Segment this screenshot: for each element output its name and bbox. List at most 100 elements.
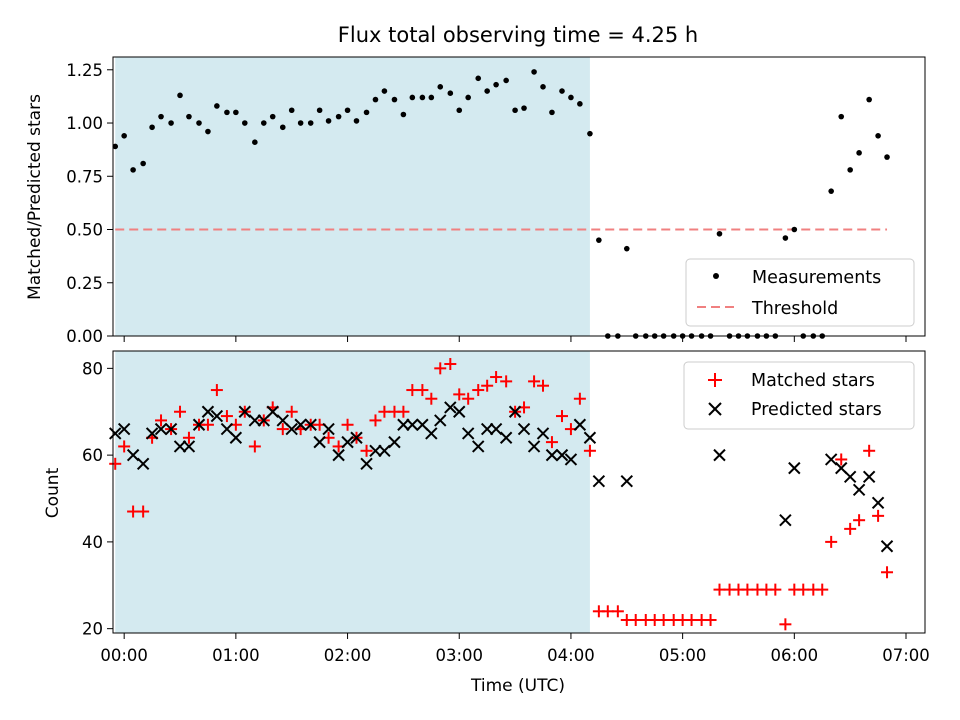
matched-star-point — [369, 414, 382, 427]
predicted-star-point — [304, 418, 317, 431]
predicted-star-point — [313, 435, 326, 449]
measurement-point — [577, 101, 583, 107]
measurement-point — [559, 88, 565, 94]
measurement-point — [168, 120, 174, 126]
measurement-point — [177, 92, 183, 99]
measurement-point — [241, 120, 248, 126]
x-axis-label: Time (UTC) — [470, 676, 565, 696]
matched-star-point — [685, 613, 698, 626]
matched-star-point — [434, 362, 447, 375]
legend-measurements-marker — [713, 273, 719, 279]
predicted-star-point — [871, 496, 885, 510]
matched-star-point — [425, 392, 438, 405]
measurement-point — [400, 111, 407, 118]
x-tick-label: 05:00 — [659, 646, 707, 665]
measurement-point — [158, 113, 164, 120]
measurement-point — [540, 84, 546, 90]
y-tick-label: 20 — [82, 620, 103, 639]
measurement-point — [568, 94, 574, 101]
measurement-point — [884, 154, 890, 160]
predicted-star-point — [285, 422, 298, 436]
measurement-point — [316, 107, 323, 114]
predicted-star-point — [182, 440, 196, 453]
predicted-star-point — [620, 474, 633, 488]
measurement-point — [252, 139, 258, 145]
measurement-point — [363, 109, 370, 116]
y-tick-label: 1.25 — [66, 61, 103, 80]
predicted-star-point — [545, 448, 559, 462]
predicted-star-point — [583, 431, 597, 444]
predicted-star-point — [294, 418, 307, 431]
predicted-star-point — [824, 453, 838, 466]
measurement-point — [493, 81, 499, 88]
predicted-star-point — [843, 470, 857, 484]
matched-star-point — [853, 514, 866, 527]
measurement-point — [186, 113, 192, 120]
measurement-point — [288, 107, 295, 114]
top-legend-box — [685, 258, 915, 327]
matched-star-point — [545, 436, 558, 449]
predicted-star-point — [154, 422, 168, 436]
predicted-star-point — [210, 409, 224, 423]
measurement-point — [447, 90, 454, 97]
measurement-point — [791, 226, 798, 233]
predicted-star-point — [117, 422, 131, 436]
matched-star-point — [481, 379, 494, 392]
matched-star-point — [285, 405, 298, 418]
matched-star-point — [611, 605, 624, 618]
predicted-star-point — [360, 457, 373, 471]
measurement-point — [838, 113, 845, 120]
predicted-star-point — [388, 435, 401, 449]
x-tick-label: 03:00 — [435, 646, 483, 665]
matched-star-point — [872, 509, 885, 522]
top-y-axis-ticks: 0.00 0.25 0.50 0.75 1.00 1.25 — [66, 61, 113, 346]
predicted-star-point — [573, 418, 587, 431]
legend-matched-label: Matched stars — [751, 371, 875, 391]
measurement-point — [140, 160, 146, 167]
predicted-star-point — [109, 427, 122, 440]
measurement-point — [381, 88, 388, 94]
measurement-point — [214, 103, 220, 109]
measurement-point — [456, 107, 463, 114]
measurement-point — [269, 113, 276, 120]
predicted-star-point — [880, 540, 894, 553]
measurement-point — [130, 167, 136, 173]
predicted-star-point — [425, 427, 438, 440]
measurement-point — [121, 133, 127, 139]
matched-star-point — [118, 440, 131, 453]
x-tick-label: 07:00 — [882, 646, 930, 665]
matched-star-point — [528, 375, 541, 388]
measurement-point — [353, 118, 360, 124]
matched-star-point — [844, 522, 857, 535]
predicted-star-point — [406, 418, 419, 431]
measurement-point — [531, 69, 537, 75]
x-tick-label: 00:00 — [100, 646, 148, 665]
bottom-axes-frame — [112, 350, 926, 634]
predicted-star-point — [788, 461, 801, 475]
matched-star-point — [182, 431, 195, 444]
measurement-point — [596, 237, 602, 243]
predicted-star-point — [164, 422, 178, 436]
measurement-point — [112, 143, 119, 150]
matched-star-point — [416, 384, 429, 397]
measurement-point — [475, 75, 482, 82]
predicted-star-point — [434, 414, 447, 427]
predicted-star-point — [341, 435, 354, 449]
predicted-star-point — [461, 427, 475, 440]
matched-star-point — [137, 505, 150, 518]
matched-star-point — [556, 410, 569, 423]
predicted-star-point — [248, 414, 262, 427]
matched-star-point — [629, 613, 642, 626]
matched-star-point — [378, 405, 391, 418]
legend-predicted-label: Predicted stars — [751, 400, 882, 420]
measurement-point — [716, 230, 723, 237]
measurement-point — [512, 107, 518, 114]
predicted-star-point — [592, 474, 606, 488]
predicted-star-point — [508, 405, 522, 418]
y-tick-label: 0.25 — [66, 274, 103, 293]
measurement-point — [437, 84, 444, 90]
predicted-star-point — [555, 448, 569, 462]
matched-star-point — [704, 613, 717, 626]
predicted-star-point — [126, 448, 140, 462]
predicted-stars-points — [109, 401, 894, 553]
